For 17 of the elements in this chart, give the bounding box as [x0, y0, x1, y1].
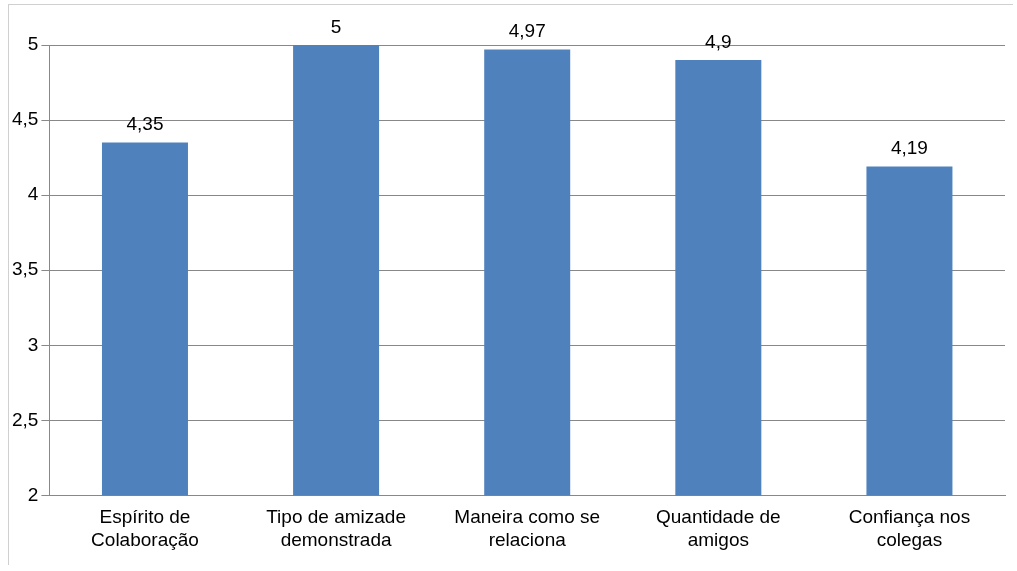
y-tick-label: 2 [27, 483, 39, 505]
y-tick-label: 4 [27, 183, 39, 205]
x-tick-label: Confiança nos colegas [848, 506, 971, 550]
data-label: 5 [330, 15, 342, 37]
data-label: 4,9 [705, 30, 732, 52]
x-tick-label: Espírito de Colaboração [91, 506, 199, 550]
y-tick-label: 5 [27, 33, 39, 55]
data-label: 4,19 [890, 137, 928, 159]
y-tick-label: 2,5 [11, 408, 39, 430]
y-tick-label: 3 [27, 333, 39, 355]
data-label: 4,35 [126, 113, 164, 135]
x-tick-label: Tipo de amizade demonstrada [266, 506, 406, 550]
y-tick-label: 3,5 [11, 258, 39, 280]
x-tick-label: Maneira como se relaciona [454, 506, 601, 550]
x-tick-label: Quantidade de amigos [655, 506, 781, 550]
y-tick-label: 4,5 [11, 108, 39, 130]
data-label: 4,97 [508, 20, 546, 42]
